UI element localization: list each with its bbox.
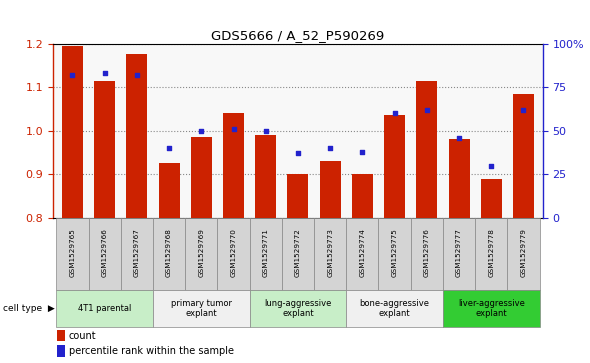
- Text: GSM1529771: GSM1529771: [263, 228, 268, 277]
- Point: [132, 72, 142, 78]
- Text: GSM1529774: GSM1529774: [359, 228, 365, 277]
- Bar: [217, 218, 250, 290]
- Bar: [57, 330, 65, 341]
- Text: bone-aggressive
explant: bone-aggressive explant: [359, 299, 430, 318]
- Point: [68, 72, 77, 78]
- Bar: [153, 218, 185, 290]
- Bar: [282, 218, 314, 290]
- Text: lung-aggressive
explant: lung-aggressive explant: [264, 299, 332, 318]
- Text: GSM1529778: GSM1529778: [489, 228, 494, 277]
- Bar: [384, 115, 405, 218]
- Bar: [346, 290, 443, 327]
- Point: [326, 145, 335, 151]
- Bar: [314, 218, 346, 290]
- Text: count: count: [68, 331, 96, 341]
- Text: GSM1529775: GSM1529775: [392, 228, 398, 277]
- Bar: [443, 290, 540, 327]
- Text: GSM1529767: GSM1529767: [134, 228, 140, 277]
- Point: [261, 128, 270, 134]
- Text: GSM1529776: GSM1529776: [424, 228, 430, 277]
- Bar: [287, 174, 309, 218]
- Bar: [94, 81, 115, 218]
- Text: GSM1529777: GSM1529777: [456, 228, 462, 277]
- Bar: [56, 290, 153, 327]
- Bar: [507, 218, 540, 290]
- Bar: [352, 174, 373, 218]
- Bar: [346, 218, 379, 290]
- Bar: [411, 218, 443, 290]
- Point: [196, 128, 206, 134]
- Text: GSM1529773: GSM1529773: [327, 228, 333, 277]
- Point: [454, 135, 464, 140]
- Title: GDS5666 / A_52_P590269: GDS5666 / A_52_P590269: [211, 29, 385, 42]
- Bar: [481, 179, 502, 218]
- Text: cell type  ▶: cell type ▶: [3, 304, 55, 313]
- Bar: [88, 218, 121, 290]
- Text: GSM1529772: GSM1529772: [295, 228, 301, 277]
- Bar: [250, 218, 282, 290]
- Bar: [62, 46, 83, 218]
- Bar: [57, 345, 65, 357]
- Bar: [56, 218, 88, 290]
- Bar: [379, 218, 411, 290]
- Point: [390, 110, 399, 116]
- Point: [422, 107, 431, 113]
- Text: GSM1529765: GSM1529765: [70, 228, 76, 277]
- Bar: [250, 290, 346, 327]
- Text: percentile rank within the sample: percentile rank within the sample: [68, 346, 234, 356]
- Bar: [417, 81, 437, 218]
- Text: GSM1529768: GSM1529768: [166, 228, 172, 277]
- Text: GSM1529766: GSM1529766: [101, 228, 107, 277]
- Point: [229, 126, 238, 132]
- Bar: [191, 137, 212, 218]
- Point: [487, 163, 496, 168]
- Bar: [126, 54, 148, 218]
- Bar: [255, 135, 276, 218]
- Bar: [223, 113, 244, 218]
- Text: GSM1529770: GSM1529770: [231, 228, 237, 277]
- Bar: [121, 218, 153, 290]
- Point: [519, 107, 528, 113]
- Point: [293, 150, 303, 156]
- Bar: [159, 163, 179, 218]
- Bar: [475, 218, 507, 290]
- Bar: [185, 218, 217, 290]
- Bar: [443, 218, 475, 290]
- Bar: [320, 161, 340, 218]
- Bar: [448, 139, 470, 218]
- Point: [165, 145, 174, 151]
- Point: [100, 70, 109, 76]
- Text: 4T1 parental: 4T1 parental: [78, 304, 132, 313]
- Text: primary tumor
explant: primary tumor explant: [171, 299, 232, 318]
- Point: [358, 149, 367, 155]
- Bar: [513, 94, 534, 218]
- Text: GSM1529769: GSM1529769: [198, 228, 204, 277]
- Bar: [153, 290, 250, 327]
- Text: liver-aggressive
explant: liver-aggressive explant: [458, 299, 525, 318]
- Text: GSM1529779: GSM1529779: [520, 228, 526, 277]
